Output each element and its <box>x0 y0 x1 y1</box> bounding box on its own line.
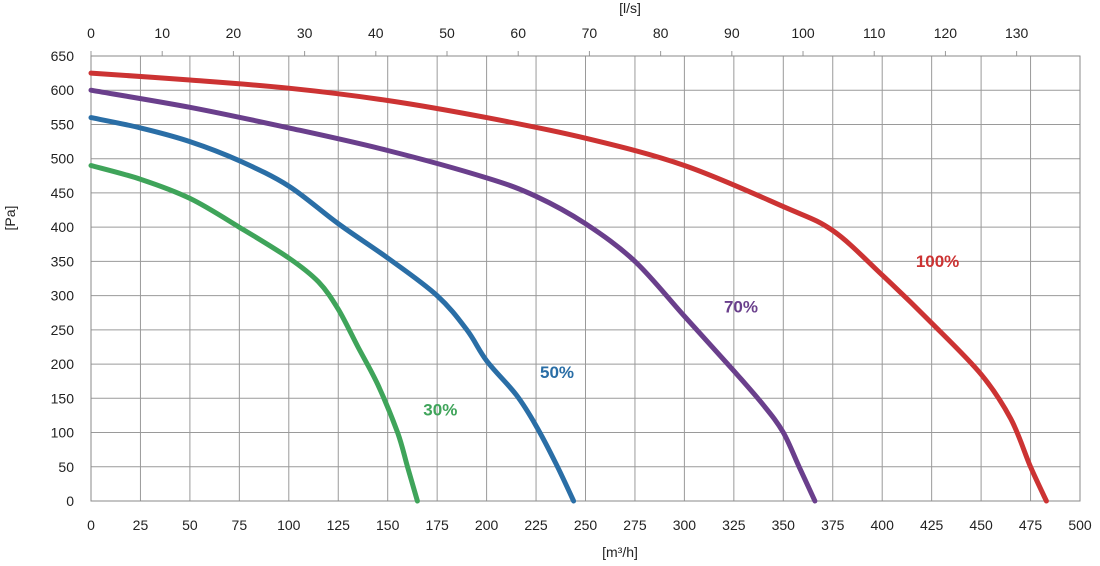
y-tick-label: 450 <box>51 185 75 201</box>
x-tick-label: 500 <box>1068 517 1092 533</box>
y-tick-label: 550 <box>51 116 75 132</box>
x2-axis-title: [l/s] <box>619 0 641 16</box>
series-labels: 30% 50% 70% 100% <box>423 252 959 420</box>
x-tick-label: 50 <box>182 517 198 533</box>
y-tick-label: 650 <box>51 48 75 64</box>
x-tick-label: 375 <box>821 517 845 533</box>
x2-tick-label: 70 <box>582 25 598 41</box>
x-tick-label: 425 <box>920 517 944 533</box>
x-tick-label: 475 <box>1019 517 1043 533</box>
series-line-100pct <box>88 70 1049 504</box>
y-tick-label: 350 <box>51 253 75 269</box>
y-axis-ticks: 0 50 100 150 200 250 300 350 400 450 500 550 600 650 <box>51 48 75 509</box>
x-tick-label: 250 <box>574 517 598 533</box>
x2-tick-label: 30 <box>297 25 313 41</box>
x2-tick-label: 100 <box>791 25 815 41</box>
series-line-50pct <box>88 115 577 504</box>
x-tick-label: 400 <box>871 517 895 533</box>
series-curves <box>88 70 1049 504</box>
x2-tick-label: 10 <box>154 25 170 41</box>
x2-tick-label: 60 <box>510 25 526 41</box>
x-tick-label: 75 <box>232 517 248 533</box>
y-tick-label: 100 <box>51 425 75 441</box>
x2-axis-ticks: 0 10 20 30 40 50 60 70 80 90 100 110 120 130 <box>87 25 1028 41</box>
y-tick-label: 50 <box>58 459 74 475</box>
x-tick-label: 0 <box>87 517 95 533</box>
x-tick-label: 125 <box>327 517 351 533</box>
series-line-70pct <box>88 87 818 504</box>
y-tick-label: 200 <box>51 356 75 372</box>
x-tick-label: 100 <box>277 517 301 533</box>
series-label: 50% <box>540 363 574 382</box>
x-tick-label: 350 <box>772 517 796 533</box>
x-tick-label: 150 <box>376 517 400 533</box>
x2-tick-label: 0 <box>87 25 95 41</box>
series-line-30pct <box>88 163 420 504</box>
x2-tick-label: 50 <box>439 25 455 41</box>
y-tick-label: 500 <box>51 151 75 167</box>
x2-tick-label: 130 <box>1005 25 1029 41</box>
x-tick-label: 200 <box>475 517 499 533</box>
y-tick-label: 0 <box>66 493 74 509</box>
x2-tick-label: 20 <box>226 25 242 41</box>
y-tick-label: 150 <box>51 390 75 406</box>
series-label: 70% <box>724 298 758 317</box>
x2-tick-label: 40 <box>368 25 384 41</box>
x-tick-label: 450 <box>969 517 993 533</box>
x-tick-label: 300 <box>673 517 697 533</box>
x-tick-label: 25 <box>133 517 149 533</box>
x2-tick-label: 120 <box>934 25 958 41</box>
y-axis-title: [Pa] <box>2 206 18 231</box>
x2-tick-label: 110 <box>863 25 886 41</box>
series-label: 100% <box>916 252 959 271</box>
x-tick-label: 175 <box>425 517 449 533</box>
grid <box>90 51 1081 502</box>
x-tick-label: 225 <box>524 517 548 533</box>
x-tick-label: 325 <box>722 517 746 533</box>
x2-tick-label: 90 <box>724 25 740 41</box>
y-tick-label: 300 <box>51 288 75 304</box>
x-axis-title: [m³/h] <box>602 544 638 560</box>
y-tick-label: 250 <box>51 322 75 338</box>
y-tick-label: 400 <box>51 219 75 235</box>
y-tick-label: 600 <box>51 82 75 98</box>
series-label: 30% <box>423 400 457 419</box>
x-axis-ticks: 0 25 50 75 100 125 150 175 200 225 250 275 300 325 350… <box>87 517 1092 533</box>
x2-tick-label: 80 <box>653 25 669 41</box>
plot-frame <box>90 55 1081 502</box>
x-tick-label: 275 <box>623 517 647 533</box>
